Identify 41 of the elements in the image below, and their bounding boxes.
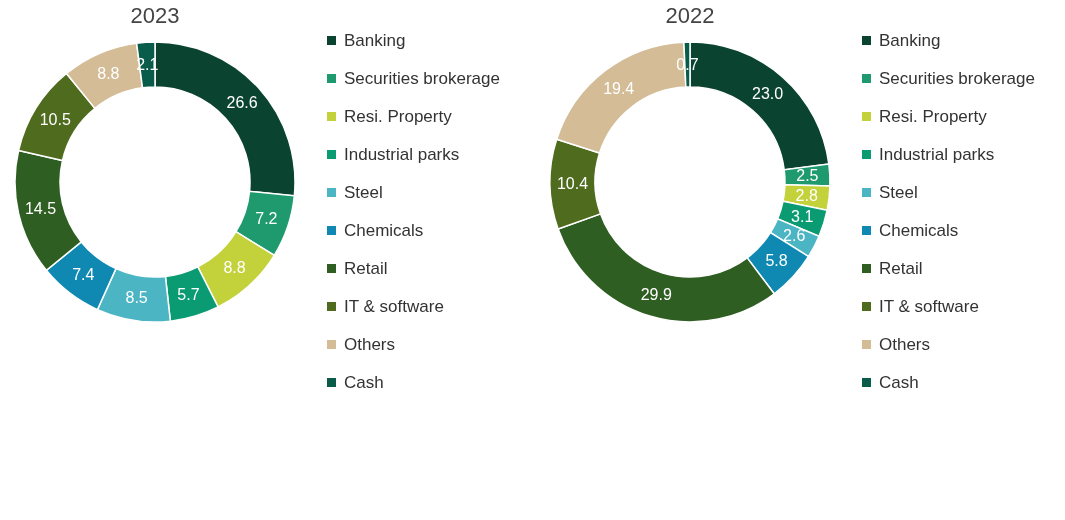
data-label: 2.6 bbox=[783, 227, 806, 245]
data-label: 26.6 bbox=[226, 94, 258, 112]
data-label: 2.8 bbox=[795, 186, 818, 204]
legend-label: Steel bbox=[344, 182, 383, 202]
data-label: 3.1 bbox=[791, 207, 814, 225]
legend-label: Securities brokerage bbox=[344, 68, 500, 88]
legend-label: Securities brokerage bbox=[879, 68, 1035, 88]
data-label: 8.8 bbox=[97, 65, 120, 83]
legend-label: Industrial parks bbox=[344, 144, 460, 164]
data-label: 2.5 bbox=[796, 167, 819, 185]
data-label: 29.9 bbox=[640, 285, 672, 303]
data-label: 23.0 bbox=[752, 84, 784, 102]
chart-title: 2022 bbox=[665, 3, 715, 28]
legend-label: Resi. Property bbox=[344, 106, 453, 126]
legend-label: Chemicals bbox=[344, 220, 424, 240]
data-label: 10.5 bbox=[39, 110, 71, 128]
data-label: 5.7 bbox=[177, 285, 200, 303]
legend-label: Retail bbox=[879, 258, 923, 278]
legend-label: Steel bbox=[879, 182, 918, 202]
data-label: 8.8 bbox=[223, 259, 246, 277]
legend-label: Others bbox=[879, 334, 931, 354]
legend-label: Others bbox=[344, 334, 396, 354]
data-label: 10.4 bbox=[556, 174, 589, 192]
legend-label: IT & software bbox=[879, 296, 979, 316]
data-label: 8.5 bbox=[125, 289, 148, 307]
legend-label: Industrial parks bbox=[879, 144, 995, 164]
legend-label: Banking bbox=[344, 30, 406, 50]
chart-title: 2023 bbox=[130, 3, 180, 28]
legend-label: Cash bbox=[344, 372, 384, 392]
legend-label: Cash bbox=[879, 372, 919, 392]
legend-label: Chemicals bbox=[879, 220, 959, 240]
data-label: 5.8 bbox=[765, 252, 788, 270]
legend-label: IT & software bbox=[344, 296, 444, 316]
data-label: 14.5 bbox=[24, 199, 57, 217]
data-label: 19.4 bbox=[603, 79, 635, 97]
data-label: 7.4 bbox=[72, 266, 95, 284]
data-label: 0.7 bbox=[676, 55, 699, 73]
legend-label: Banking bbox=[879, 30, 941, 50]
legend-label: Resi. Property bbox=[879, 106, 988, 126]
legend-label: Retail bbox=[344, 258, 388, 278]
data-label: 7.2 bbox=[255, 210, 278, 228]
